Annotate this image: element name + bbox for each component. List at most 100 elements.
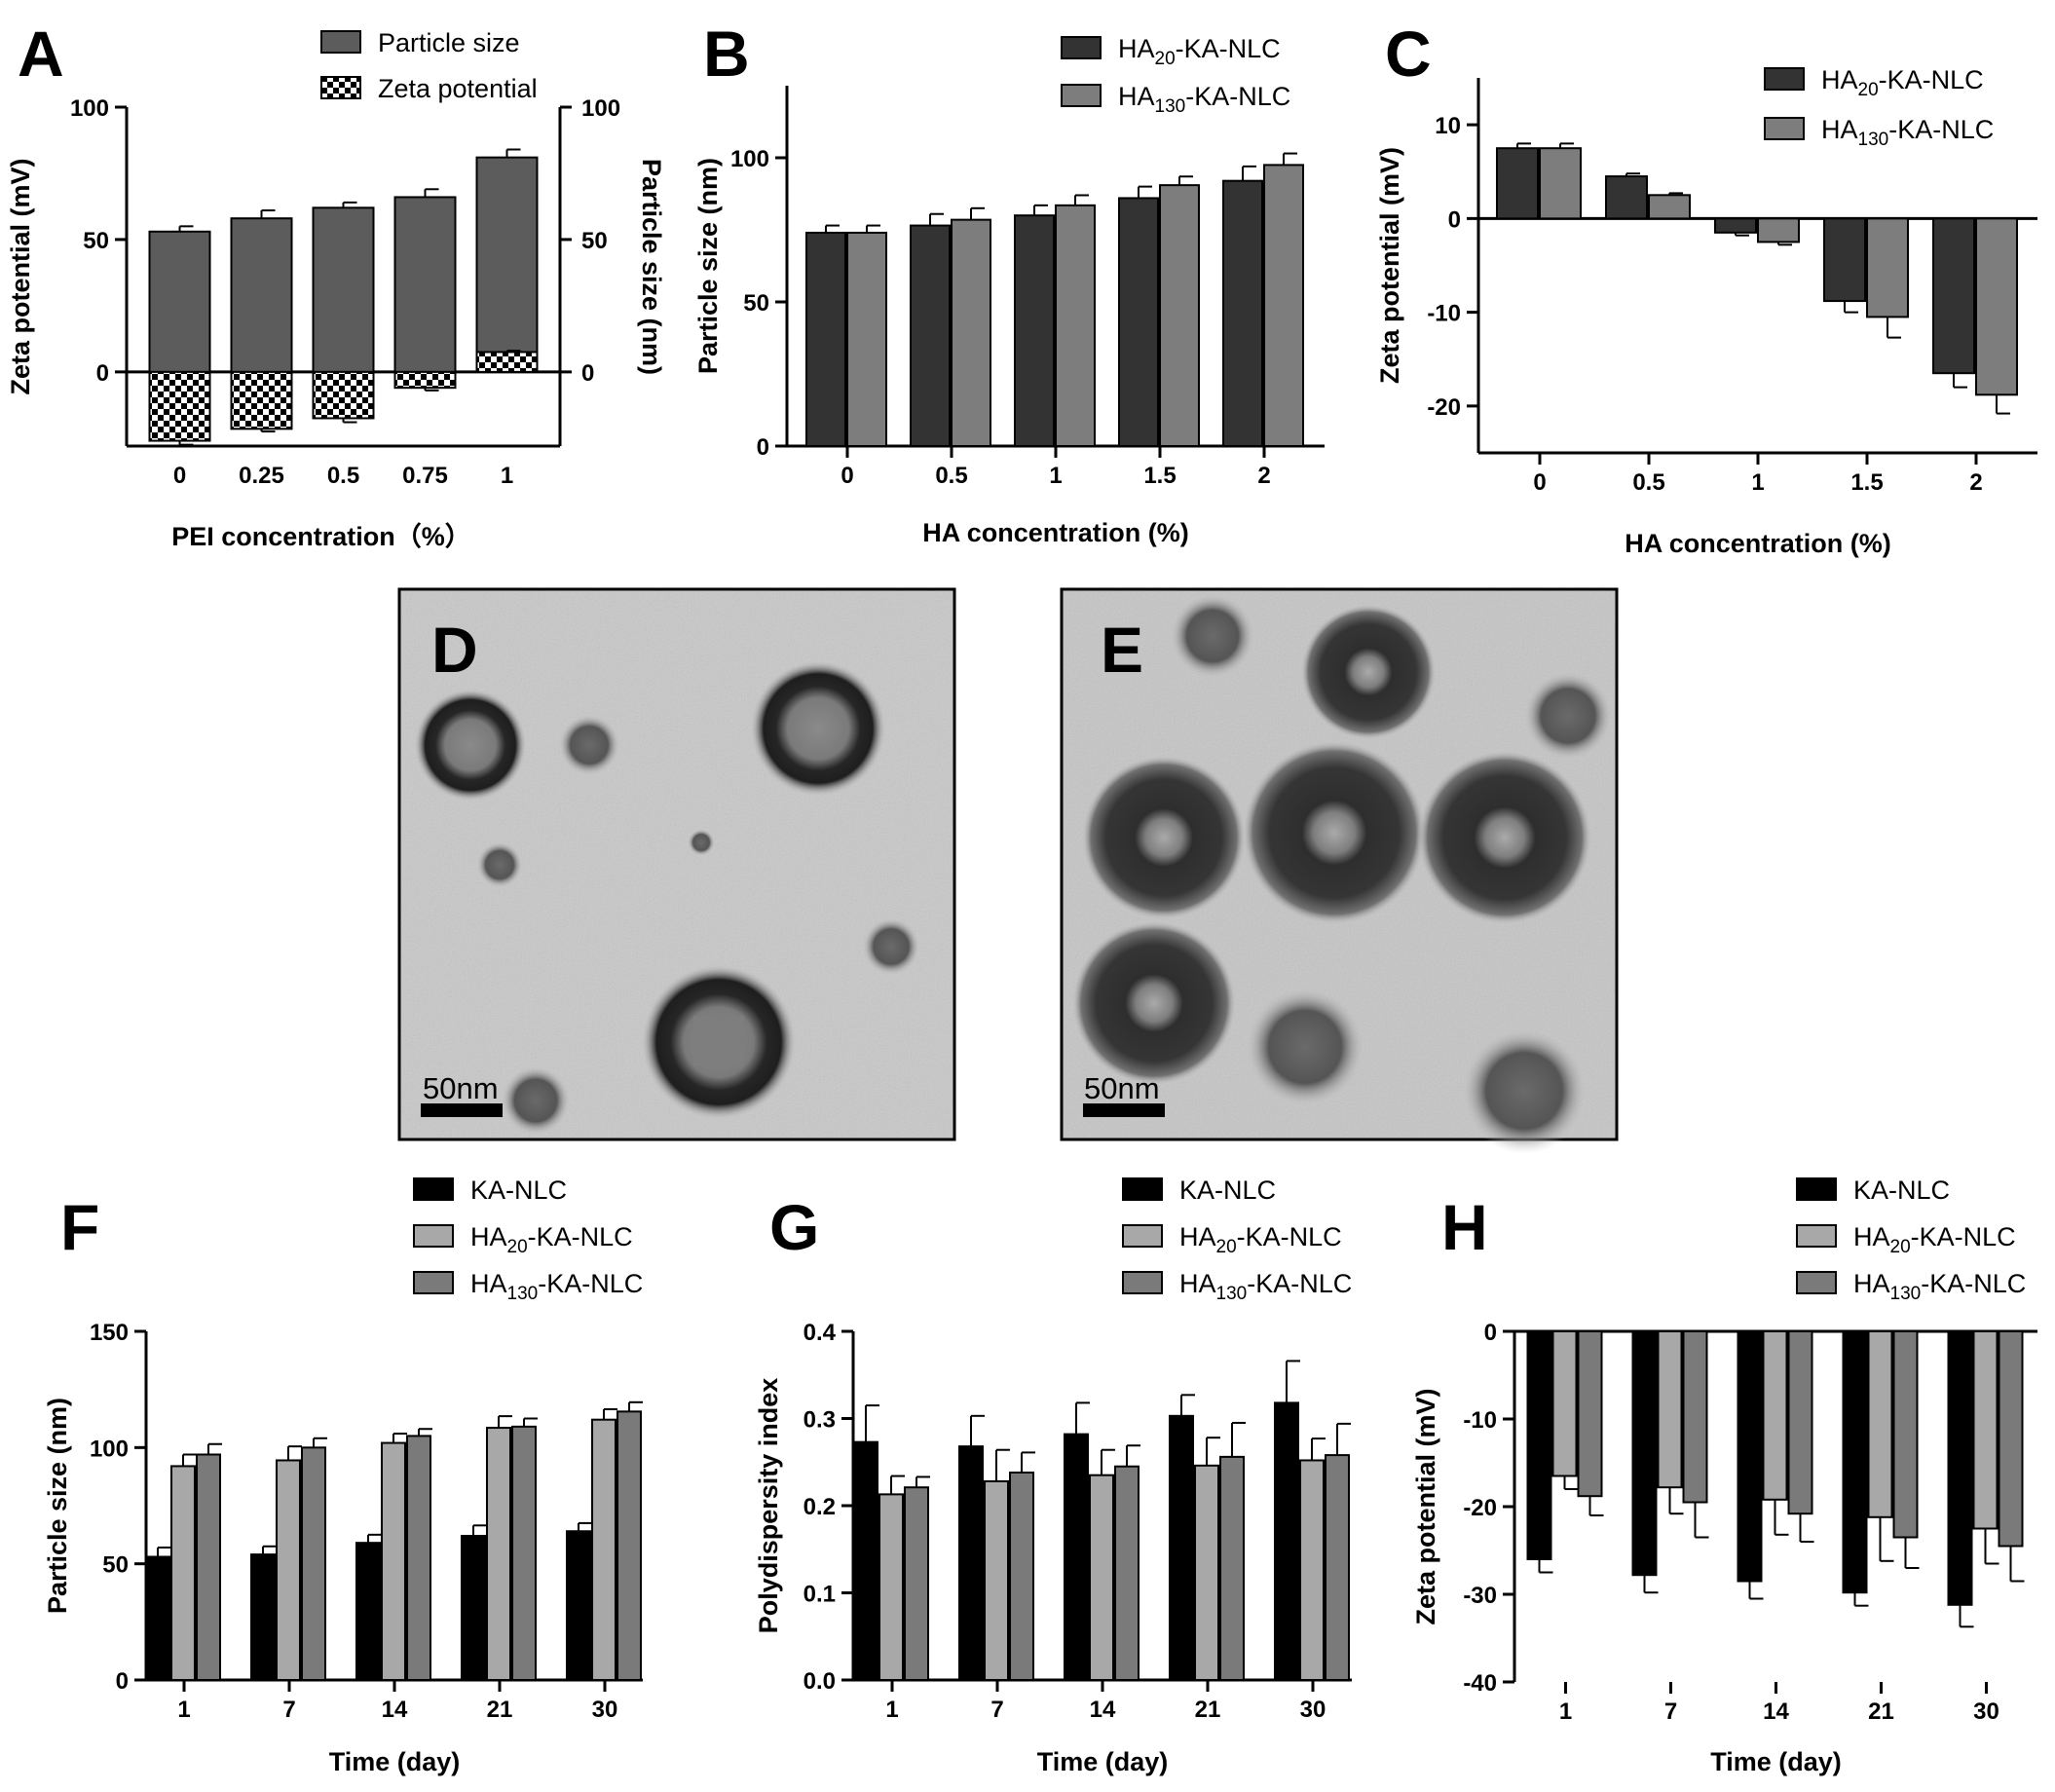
y-tick-label: 0 bbox=[1448, 206, 1461, 233]
nanoparticle bbox=[558, 714, 620, 776]
bar bbox=[393, 196, 457, 373]
legend-label: KA-NLC bbox=[1853, 1176, 1950, 1205]
y-axis-label: Zeta potential (mV) bbox=[6, 158, 35, 394]
x-tick-label: 0 bbox=[841, 463, 853, 489]
legend-swatch bbox=[1061, 84, 1102, 107]
bar bbox=[461, 1535, 486, 1681]
bar bbox=[145, 1555, 170, 1682]
bar bbox=[1219, 1455, 1245, 1681]
y-tick-label-right: 50 bbox=[581, 228, 608, 254]
panel-label: F bbox=[60, 1191, 99, 1263]
x-tick-label: 14 bbox=[382, 1697, 408, 1723]
bar bbox=[1892, 1330, 1919, 1539]
y-tick-label: 0.4 bbox=[803, 1320, 837, 1346]
bar bbox=[250, 1553, 276, 1681]
bar bbox=[1014, 214, 1055, 447]
legend-swatch bbox=[1796, 1177, 1837, 1201]
x-axis-label: Time (day) bbox=[1710, 1747, 1842, 1776]
tem-image-d: D 50nm bbox=[397, 587, 956, 1141]
x-axis-label: HA concentration (%) bbox=[1625, 529, 1891, 558]
nanoparticle bbox=[1245, 987, 1365, 1107]
bar bbox=[1867, 1330, 1893, 1518]
y-tick-label: 100 bbox=[70, 95, 109, 122]
legend-swatch bbox=[1122, 1224, 1163, 1248]
bar bbox=[1998, 1330, 2024, 1548]
bar bbox=[910, 224, 951, 447]
panel-label: A bbox=[18, 18, 64, 90]
y-tick-label: 0.0 bbox=[803, 1668, 836, 1695]
x-tick-label: 1 bbox=[1559, 1699, 1572, 1725]
nanoparticle bbox=[1081, 755, 1247, 920]
legend-label: Particle size bbox=[378, 28, 520, 57]
legend-swatch bbox=[1796, 1271, 1837, 1294]
x-tick-label: 1 bbox=[501, 463, 513, 489]
legend-label: KA-NLC bbox=[470, 1176, 567, 1205]
x-axis-label: HA concentration (%) bbox=[922, 518, 1189, 547]
legend-label: HA20-KA-NLC bbox=[470, 1222, 633, 1257]
bar bbox=[1605, 175, 1648, 220]
bar bbox=[1055, 204, 1096, 447]
x-tick-label: 1 bbox=[1751, 469, 1764, 496]
legend-label: HA20-KA-NLC bbox=[1118, 34, 1281, 69]
bar bbox=[1657, 1330, 1683, 1489]
bar bbox=[878, 1493, 904, 1681]
bar bbox=[1866, 217, 1909, 318]
y-axis-label: Zeta potential (mV) bbox=[1375, 147, 1404, 384]
legend-label: HA130-KA-NLC bbox=[1853, 1269, 2026, 1304]
tem-image-e: E 50nm bbox=[1060, 587, 1619, 1154]
bar bbox=[1682, 1330, 1708, 1504]
y-tick-label: -40 bbox=[1463, 1670, 1497, 1697]
y-tick-label: 50 bbox=[743, 290, 769, 317]
chart-b: HA20-KA-NLC HA130-KA-NLC bbox=[775, 34, 1325, 458]
nanoparticle bbox=[750, 660, 886, 797]
bar bbox=[1539, 147, 1582, 220]
legend-swatch bbox=[413, 1271, 454, 1294]
x-tick-label: 0.5 bbox=[935, 463, 967, 489]
bar bbox=[1194, 1464, 1219, 1681]
bar bbox=[393, 370, 457, 390]
x-axis-label: Time (day) bbox=[1037, 1747, 1169, 1776]
y-tick-label-right: 0 bbox=[581, 360, 594, 387]
bar bbox=[1114, 1465, 1140, 1681]
x-tick-label: 21 bbox=[487, 1697, 513, 1723]
x-tick-label: 1.5 bbox=[1143, 463, 1176, 489]
bar bbox=[1159, 184, 1200, 447]
legend-swatch bbox=[320, 76, 361, 99]
nanoparticle bbox=[414, 689, 527, 802]
bar bbox=[381, 1441, 406, 1682]
bar bbox=[1648, 194, 1691, 220]
bar bbox=[1947, 1330, 1973, 1606]
y-tick-label: -30 bbox=[1463, 1583, 1497, 1609]
chart-f: KA-NLC HA20-KA-NLC HA130-KA-NLC bbox=[134, 1176, 643, 1692]
bar bbox=[984, 1479, 1009, 1681]
bar bbox=[1299, 1459, 1325, 1681]
y-tick-label: 50 bbox=[83, 228, 109, 254]
legend-label: HA20-KA-NLC bbox=[1821, 65, 1984, 100]
legend-swatch bbox=[1122, 1271, 1163, 1294]
scale-bar bbox=[1083, 1103, 1165, 1117]
panel-label: C bbox=[1385, 18, 1432, 90]
x-tick-label: 1.5 bbox=[1850, 469, 1883, 496]
legend-label: HA20-KA-NLC bbox=[1853, 1222, 2016, 1257]
bar bbox=[486, 1427, 511, 1681]
x-tick-label: 0.5 bbox=[1632, 469, 1664, 496]
nanoparticle bbox=[688, 829, 715, 856]
bar bbox=[1975, 217, 2018, 396]
bar bbox=[355, 1542, 381, 1681]
nanoparticle bbox=[1461, 1027, 1588, 1154]
bar bbox=[616, 1410, 642, 1681]
x-tick-label: 21 bbox=[1195, 1697, 1221, 1723]
bar bbox=[846, 231, 887, 447]
bar bbox=[1762, 1330, 1788, 1501]
x-tick-label: 14 bbox=[1090, 1697, 1116, 1723]
y-tick-label: 100 bbox=[730, 146, 769, 172]
bar bbox=[148, 370, 211, 442]
panel-label-d: D bbox=[431, 614, 478, 686]
y-tick-label: 0.2 bbox=[803, 1494, 836, 1520]
y-axis-label: Particle size (nm) bbox=[43, 1398, 72, 1614]
bar bbox=[1064, 1433, 1089, 1681]
bar bbox=[1551, 1330, 1578, 1477]
legend-swatch bbox=[1122, 1177, 1163, 1201]
legend-label: HA130-KA-NLC bbox=[470, 1269, 643, 1304]
